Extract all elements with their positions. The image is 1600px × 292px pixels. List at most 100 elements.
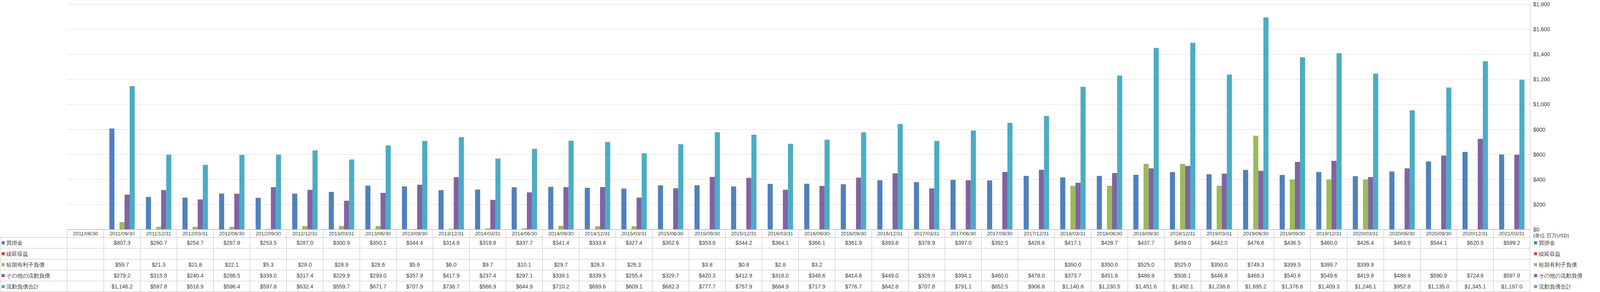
bar bbox=[1331, 160, 1337, 230]
bar bbox=[234, 193, 240, 230]
table-line bbox=[0, 237, 1, 292]
bar-series bbox=[124, 139, 1520, 230]
bar bbox=[239, 155, 245, 230]
table-line bbox=[1164, 229, 1165, 292]
table-value: $5.6 bbox=[409, 261, 420, 268]
table-value: $373.7 bbox=[1064, 272, 1082, 279]
tick-label: $1,800 bbox=[1533, 1, 1550, 8]
bar bbox=[824, 139, 830, 230]
table-value: $842.8 bbox=[881, 283, 899, 290]
bar bbox=[877, 180, 883, 230]
table-value: $488.9 bbox=[1393, 272, 1411, 279]
bar bbox=[1441, 155, 1447, 230]
tick-label: $800 bbox=[1533, 126, 1546, 133]
table-value: $906.8 bbox=[1028, 283, 1045, 290]
table-value: $344.2 bbox=[735, 239, 753, 247]
category-label: 2018/06/30 bbox=[1096, 230, 1123, 237]
category-label: 2019/03/31 bbox=[1206, 230, 1233, 237]
bar bbox=[302, 226, 308, 230]
annotation: (単位:百万USD) bbox=[1533, 232, 1570, 239]
table-value: $318.0 bbox=[771, 272, 789, 279]
table-line bbox=[981, 229, 982, 292]
bar bbox=[270, 187, 276, 230]
category-label: 2018/03/31 bbox=[1060, 230, 1086, 237]
table-value: $596.4 bbox=[223, 283, 241, 290]
bar bbox=[1242, 169, 1249, 230]
table-value: $29.7 bbox=[553, 261, 568, 268]
tick: $1,600 bbox=[1530, 26, 1550, 33]
bar bbox=[312, 150, 318, 230]
table-value: $319.8 bbox=[479, 239, 497, 247]
table-value: $707.8 bbox=[918, 283, 936, 290]
bar bbox=[1404, 168, 1410, 230]
bar bbox=[255, 198, 261, 230]
bar bbox=[129, 86, 135, 230]
table-value: $1,695.2 bbox=[1245, 283, 1267, 290]
table-value: $684.9 bbox=[771, 283, 789, 290]
table-value: $540.6 bbox=[1283, 272, 1301, 279]
grid-line bbox=[67, 104, 1531, 105]
table-value: $333.8 bbox=[589, 239, 606, 247]
bar bbox=[929, 188, 935, 230]
y-axis: $0$200$400$600$800$1,000$1,200$1,400$1,6… bbox=[1530, 1, 1550, 233]
bar bbox=[422, 141, 428, 230]
row-label: 買掛金 bbox=[6, 239, 23, 247]
data-table: 2011/06/302011/09/302011/12/312012/03/31… bbox=[0, 229, 1531, 292]
category-label: 2020/09/30 bbox=[1425, 230, 1452, 237]
table-line bbox=[761, 229, 763, 292]
row-label: 流動負債合計 bbox=[6, 283, 40, 290]
table-value: $476.6 bbox=[1247, 239, 1265, 247]
bar bbox=[1221, 173, 1227, 230]
table-value: $1,492.1 bbox=[1171, 283, 1194, 290]
bar bbox=[1425, 161, 1431, 230]
table-value: $460.0 bbox=[1320, 239, 1338, 247]
table-value: $1,451.6 bbox=[1135, 283, 1158, 290]
bar bbox=[1007, 123, 1013, 230]
table-value: $399.5 bbox=[1283, 261, 1301, 268]
table-line bbox=[1456, 229, 1458, 292]
table-value: $436.5 bbox=[1283, 239, 1301, 247]
bar bbox=[490, 200, 496, 230]
bar bbox=[568, 140, 574, 230]
bar bbox=[563, 187, 569, 230]
bar bbox=[1023, 176, 1029, 230]
table-value: $357.9 bbox=[406, 272, 424, 279]
grid-line bbox=[67, 79, 1531, 80]
axis-line bbox=[1530, 4, 1531, 231]
category-label: 2020/03/31 bbox=[1352, 230, 1379, 237]
category-label: 2019/09/30 bbox=[1279, 230, 1306, 237]
bar bbox=[594, 226, 600, 230]
bar bbox=[860, 132, 867, 230]
bar bbox=[156, 226, 162, 230]
bar bbox=[495, 158, 501, 230]
table-value: $399.9 bbox=[1357, 261, 1374, 268]
bar bbox=[1514, 154, 1520, 230]
bar bbox=[1446, 87, 1452, 230]
bar bbox=[641, 153, 647, 230]
legend-key bbox=[1533, 285, 1538, 289]
table-value: $449.0 bbox=[881, 272, 899, 279]
grid-line bbox=[67, 29, 1531, 30]
bar bbox=[970, 130, 976, 230]
bar bbox=[987, 180, 993, 230]
table-line bbox=[103, 229, 104, 292]
table-value: $348.6 bbox=[808, 272, 826, 279]
bar bbox=[746, 178, 752, 230]
table-value: $710.2 bbox=[552, 283, 570, 290]
table-value: $559.7 bbox=[333, 283, 350, 290]
category-label: 2012/09/30 bbox=[255, 230, 281, 237]
table-value: $26.3 bbox=[627, 261, 642, 268]
bar bbox=[375, 226, 381, 230]
table-value: $286.5 bbox=[223, 272, 241, 279]
table-value: $287.8 bbox=[223, 239, 241, 247]
category-label: 2014/03/31 bbox=[475, 230, 501, 237]
bar bbox=[1300, 57, 1306, 230]
bar bbox=[192, 226, 198, 230]
table-value: $287.0 bbox=[296, 239, 314, 247]
table-line bbox=[1237, 229, 1238, 292]
table-value: $597.8 bbox=[150, 283, 168, 290]
bar bbox=[365, 185, 371, 230]
table-value: $5.3 bbox=[262, 261, 274, 268]
table-line bbox=[0, 281, 1531, 282]
table-value: $300.9 bbox=[333, 239, 350, 247]
